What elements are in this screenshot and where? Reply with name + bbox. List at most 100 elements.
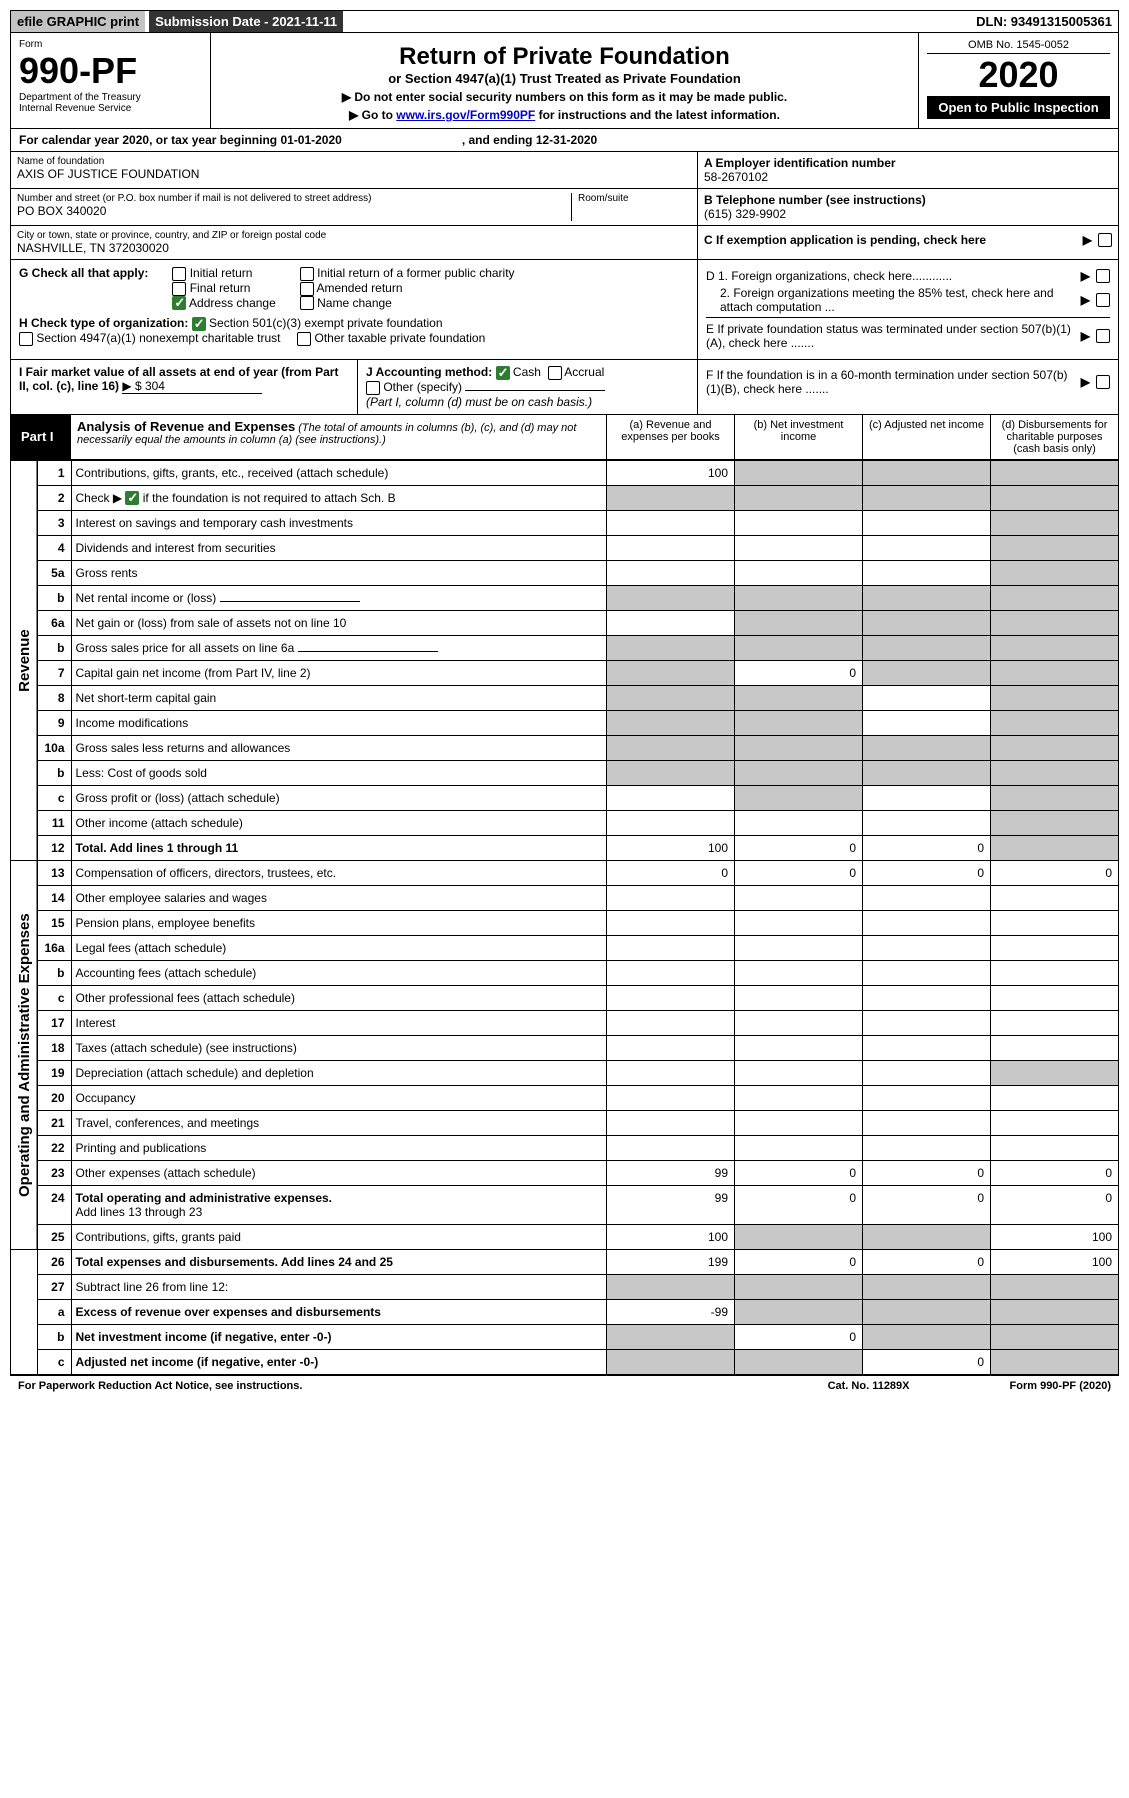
arrow-icon: ▶ <box>1081 293 1090 307</box>
arrow-icon: ▶ <box>1083 233 1092 247</box>
shaded-cell <box>735 460 863 485</box>
col-b-header: (b) Net investment income <box>734 415 862 459</box>
h-label: H Check type of organization: <box>19 316 188 330</box>
l25-d: 100 <box>991 1225 1119 1250</box>
line-9-label: Income modifications <box>71 711 607 736</box>
h-501c3-cb[interactable] <box>192 317 206 331</box>
line-27-label: Subtract line 26 from line 12: <box>71 1275 607 1300</box>
line-22-label: Printing and publications <box>71 1136 607 1161</box>
form990pf-link[interactable]: www.irs.gov/Form990PF <box>396 108 535 122</box>
l27b-b: 0 <box>735 1325 863 1350</box>
line-4-label: Dividends and interest from securities <box>71 536 607 561</box>
line-11-label: Other income (attach schedule) <box>71 811 607 836</box>
shaded-cell <box>991 460 1119 485</box>
initial-return-cb[interactable] <box>172 267 186 281</box>
form-ref: Form 990-PF (2020) <box>1010 1380 1111 1392</box>
line-12-label: Total. Add lines 1 through 11 <box>71 836 607 861</box>
l23-c: 0 <box>863 1161 991 1186</box>
f-label: F If the foundation is in a 60-month ter… <box>706 368 1075 396</box>
l7-b: 0 <box>735 661 863 686</box>
line-27a-label: Excess of revenue over expenses and disb… <box>71 1300 607 1325</box>
name-change-lbl: Name change <box>317 296 392 310</box>
initial-former-cb[interactable] <box>300 267 314 281</box>
line-6b-label: Gross sales price for all assets on line… <box>71 636 607 661</box>
col-c-header: (c) Adjusted net income <box>862 415 990 459</box>
city-label: City or town, state or province, country… <box>17 230 691 241</box>
dln: DLN: 93491315005361 <box>970 11 1118 32</box>
l23-d: 0 <box>991 1161 1119 1186</box>
l26-a: 199 <box>607 1250 735 1275</box>
addr-label: Number and street (or P.O. box number if… <box>17 193 571 204</box>
section-i-j-f: I Fair market value of all assets at end… <box>10 360 1119 415</box>
address-change-cb[interactable] <box>172 296 186 310</box>
part1-label: Part I <box>11 415 71 459</box>
j-other-input[interactable] <box>465 390 605 391</box>
phone-label: B Telephone number (see instructions) <box>704 193 1112 207</box>
h-4947-cb[interactable] <box>19 332 33 346</box>
line-5b-label: Net rental income or (loss) <box>71 586 607 611</box>
part1-header: Part I Analysis of Revenue and Expenses … <box>10 415 1119 460</box>
line-num: 1 <box>37 460 71 485</box>
line-16c-label: Other professional fees (attach schedule… <box>71 986 607 1011</box>
city-exemption-row: City or town, state or province, country… <box>10 226 1119 260</box>
col-d-header: (d) Disbursements for charitable purpose… <box>990 415 1118 459</box>
shaded-cell <box>863 460 991 485</box>
phone-value: (615) 329-9902 <box>704 207 1112 221</box>
line-23-label: Other expenses (attach schedule) <box>71 1161 607 1186</box>
address: PO BOX 340020 <box>17 204 571 218</box>
revenue-side-label: Revenue <box>11 460 38 861</box>
j-cash-cb[interactable] <box>496 366 510 380</box>
line-21-label: Travel, conferences, and meetings <box>71 1111 607 1136</box>
ein-label: A Employer identification number <box>704 156 1112 170</box>
d2-checkbox[interactable] <box>1096 293 1110 307</box>
l12-a: 100 <box>607 836 735 861</box>
final-return-cb[interactable] <box>172 282 186 296</box>
h-other-cb[interactable] <box>297 332 311 346</box>
form-subtitle: or Section 4947(a)(1) Trust Treated as P… <box>219 71 910 86</box>
form-label: Form <box>19 39 202 50</box>
l12-c: 0 <box>863 836 991 861</box>
foundation-name: AXIS OF JUSTICE FOUNDATION <box>17 167 691 181</box>
name-change-cb[interactable] <box>300 296 314 310</box>
j-other-cb[interactable] <box>366 381 380 395</box>
line-2-label: Check ▶ if the foundation is not require… <box>71 485 607 511</box>
line-16b-label: Accounting fees (attach schedule) <box>71 961 607 986</box>
line-20-label: Occupancy <box>71 1086 607 1111</box>
irs-label: Internal Revenue Service <box>19 103 202 114</box>
arrow-icon: ▶ <box>1081 269 1090 283</box>
address-change-lbl: Address change <box>189 296 276 310</box>
l26-d: 100 <box>991 1250 1119 1275</box>
l1-a: 100 <box>607 460 735 485</box>
h-4947-lbl: Section 4947(a)(1) nonexempt charitable … <box>36 331 280 345</box>
l24-d: 0 <box>991 1186 1119 1225</box>
cat-no: Cat. No. 11289X <box>828 1380 910 1392</box>
room-label: Room/suite <box>578 193 691 204</box>
schb-checkbox[interactable] <box>125 491 139 505</box>
inst2-pre: ▶ Go to <box>349 108 396 122</box>
j-label: J Accounting method: <box>366 365 492 379</box>
line-14-label: Other employee salaries and wages <box>71 886 607 911</box>
line-19-label: Depreciation (attach schedule) and deple… <box>71 1061 607 1086</box>
c-checkbox[interactable] <box>1098 233 1112 247</box>
line-1-label: Contributions, gifts, grants, etc., rece… <box>71 460 607 485</box>
form-title: Return of Private Foundation <box>219 43 910 71</box>
line-25-label: Contributions, gifts, grants paid <box>71 1225 607 1250</box>
l24-a: 99 <box>607 1186 735 1225</box>
line-27c-label: Adjusted net income (if negative, enter … <box>71 1350 607 1375</box>
top-bar: efile GRAPHIC print Submission Date - 20… <box>10 10 1119 33</box>
address-phone-row: Number and street (or P.O. box number if… <box>10 189 1119 226</box>
e-checkbox[interactable] <box>1096 329 1110 343</box>
j-accrual-cb[interactable] <box>548 366 562 380</box>
d1-checkbox[interactable] <box>1096 269 1110 283</box>
oae-side-label: Operating and Administrative Expenses <box>11 861 38 1250</box>
instruction-2: ▶ Go to www.irs.gov/Form990PF for instru… <box>219 108 910 122</box>
line-8-label: Net short-term capital gain <box>71 686 607 711</box>
instruction-1: ▶ Do not enter social security numbers o… <box>219 90 910 104</box>
line-6a-label: Net gain or (loss) from sale of assets n… <box>71 611 607 636</box>
final-return-lbl: Final return <box>190 281 251 295</box>
inst2-post: for instructions and the latest informat… <box>535 108 780 122</box>
f-checkbox[interactable] <box>1096 375 1110 389</box>
col-a-header: (a) Revenue and expenses per books <box>606 415 734 459</box>
amended-return-cb[interactable] <box>300 282 314 296</box>
c-label: C If exemption application is pending, c… <box>704 233 1077 247</box>
